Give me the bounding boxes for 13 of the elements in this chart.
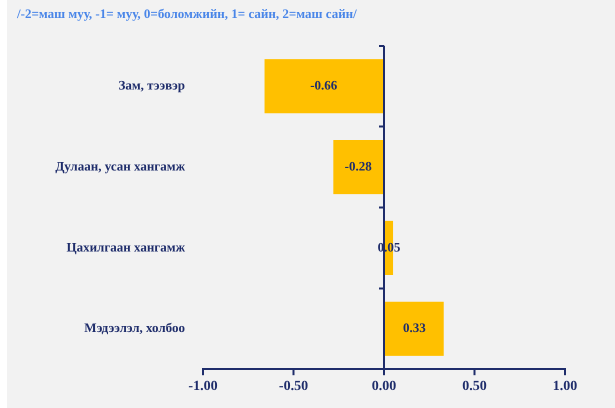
data-label: -0.66 <box>310 78 338 93</box>
x-tick-label: -0.50 <box>278 379 308 394</box>
x-tick-label: 0.00 <box>372 379 396 394</box>
data-label: 0.33 <box>402 320 426 336</box>
y-tick-label: Зам, тээвэр <box>118 78 185 93</box>
data-label: -0.28 <box>344 158 372 174</box>
x-tick-label: 0.50 <box>462 379 487 394</box>
chart-subtitle: /-2=маш муу, -1= муу, 0=боломжийн, 1= сайн, 2=маш сайн/ <box>17 6 357 22</box>
x-tick-label: -1.00 <box>188 379 218 394</box>
y-tick-label: Цахилгаан хангамж <box>66 239 186 254</box>
x-tick-label: 1.00 <box>552 379 578 394</box>
y-tick-label: Мэдээлэл, холбоо <box>84 320 185 336</box>
y-tick-label: Дулаан, усан хангамж <box>55 158 186 174</box>
